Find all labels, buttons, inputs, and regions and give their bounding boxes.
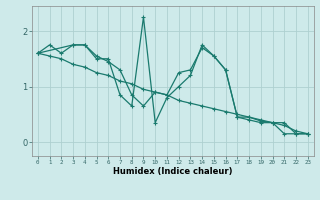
- X-axis label: Humidex (Indice chaleur): Humidex (Indice chaleur): [113, 167, 233, 176]
